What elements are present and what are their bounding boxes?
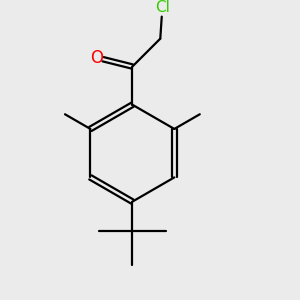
Text: O: O <box>90 49 103 67</box>
Text: Cl: Cl <box>155 0 170 15</box>
